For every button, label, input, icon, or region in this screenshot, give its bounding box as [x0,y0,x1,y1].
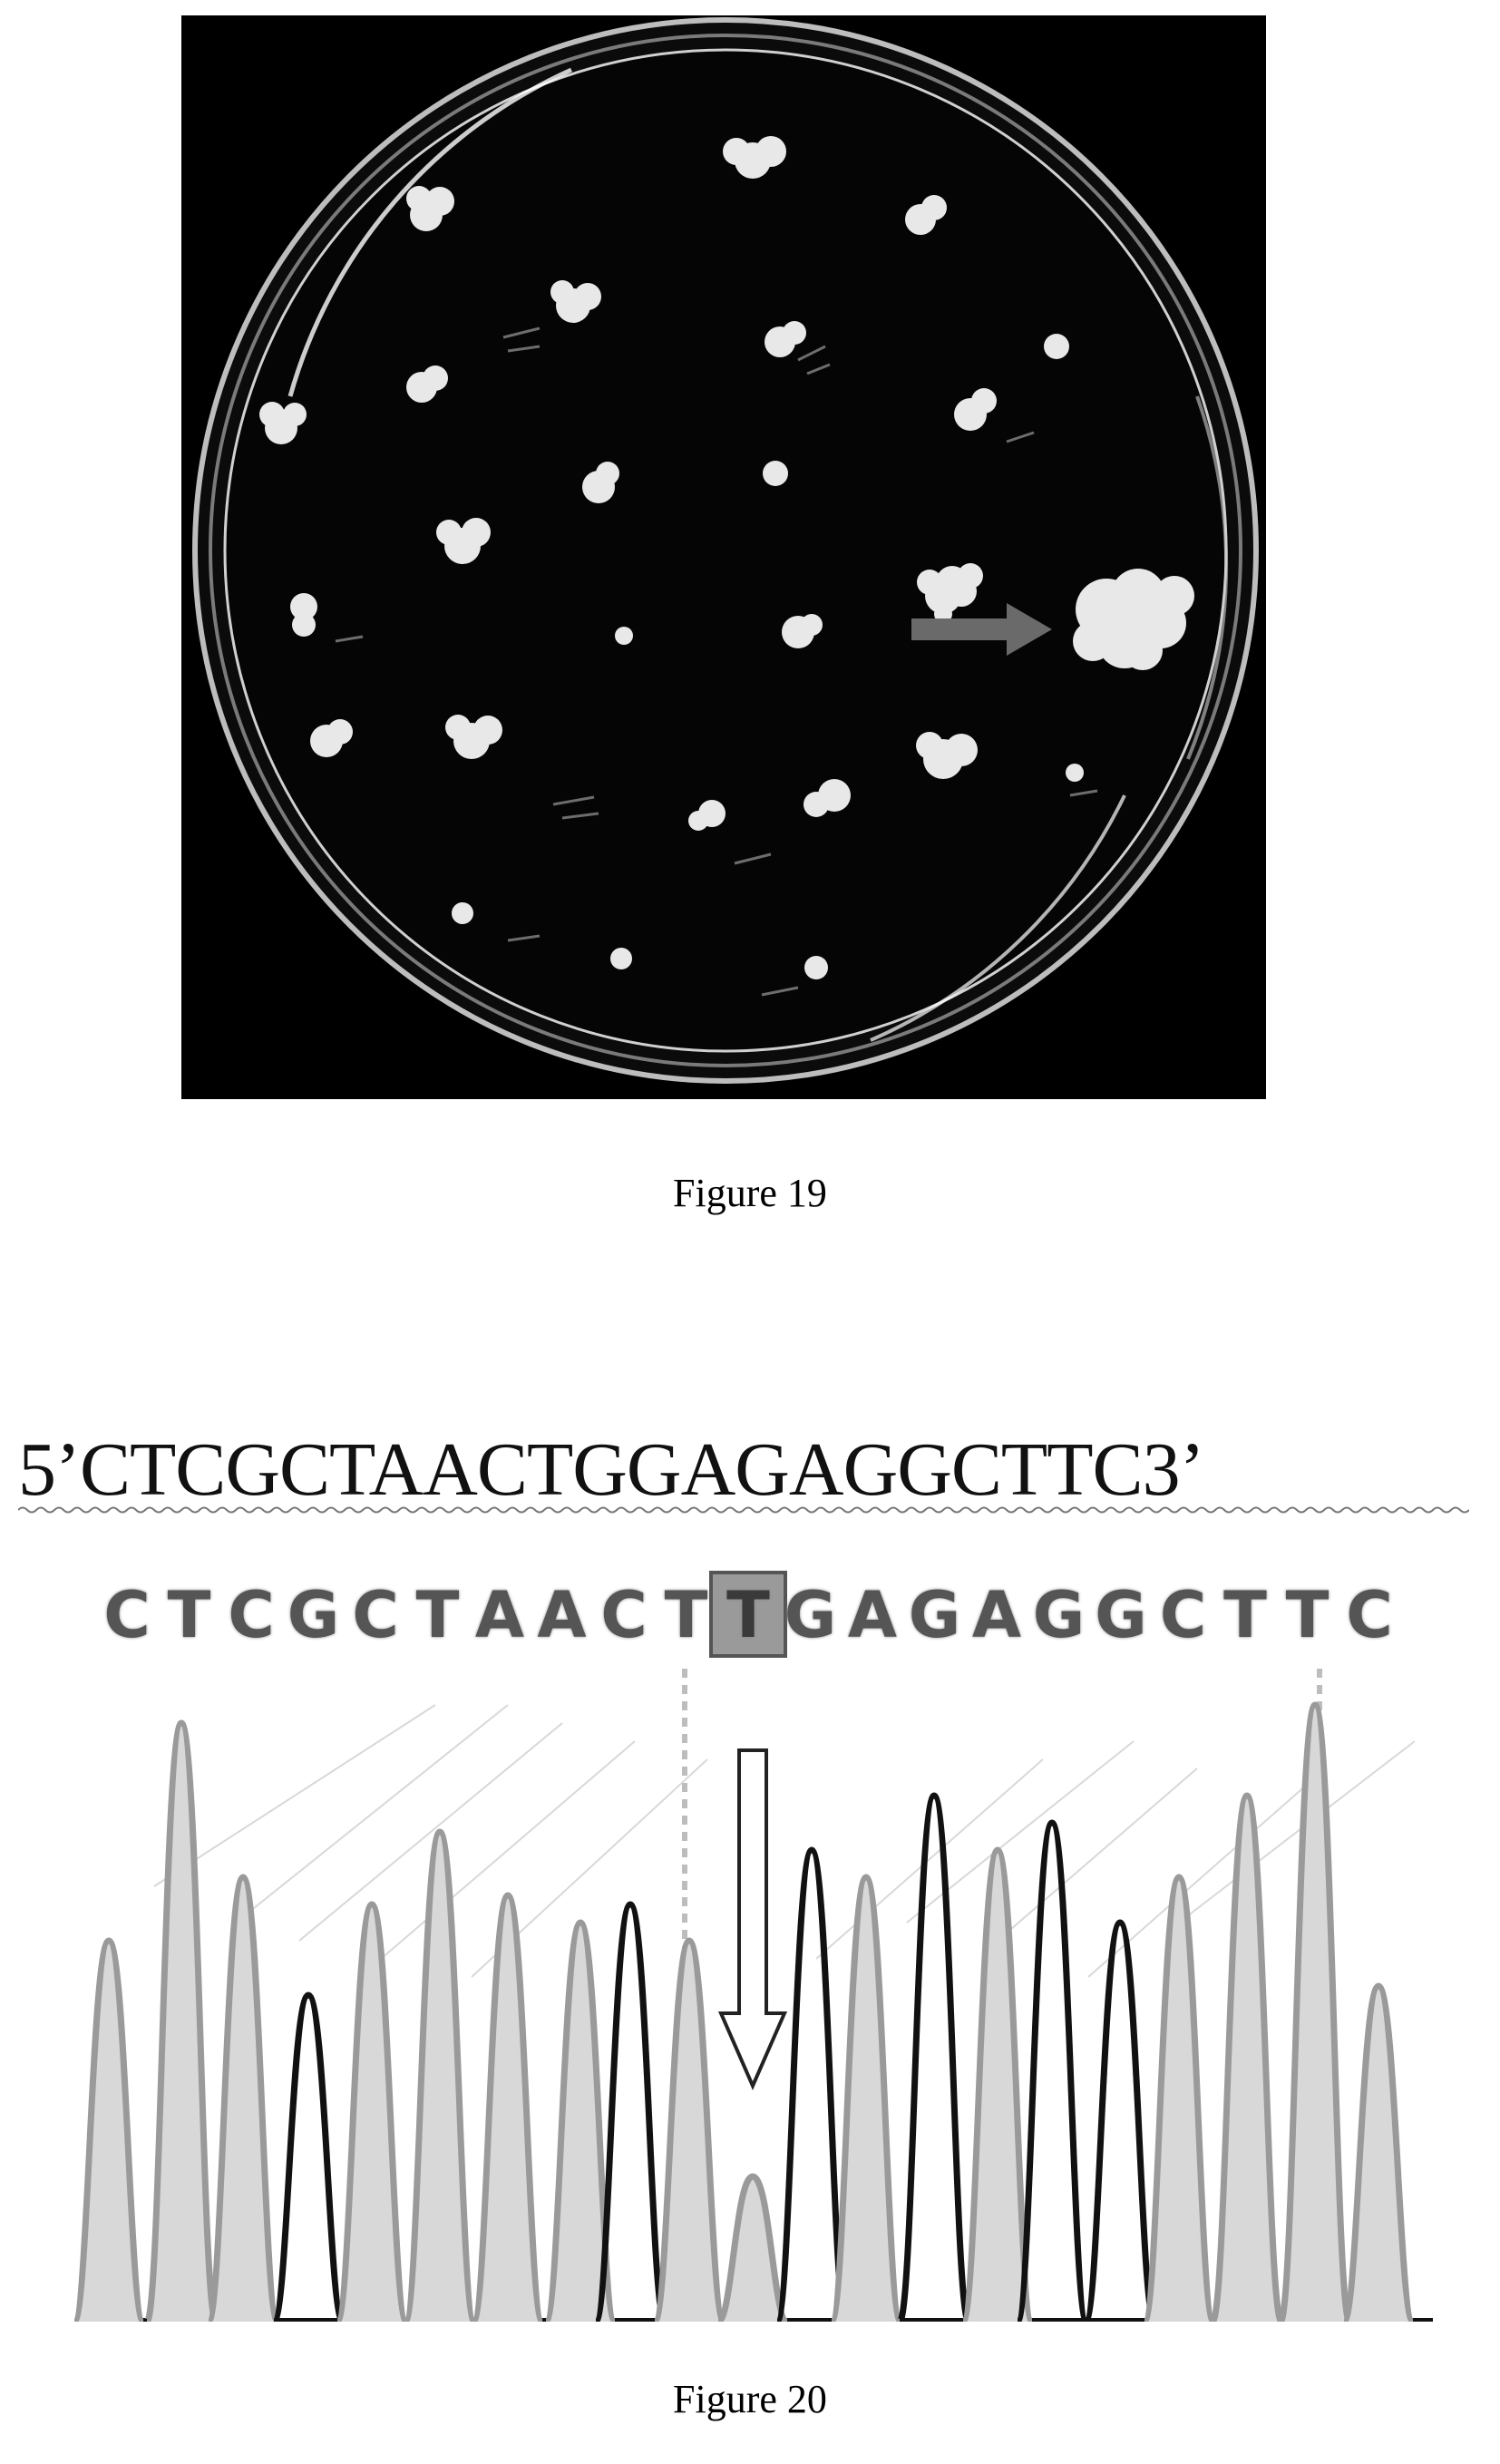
base-call: G [908,1574,962,1656]
base-call: C [224,1574,278,1656]
figure20-panel: 5’CTCGCTAACTGGAGAGGCTTC3’ CTCGCTAACTTGAG… [0,1360,1500,2313]
trace-peak [596,1904,665,2322]
base-call: T [162,1574,217,1656]
reference-sequence: 5’CTCGCTAACTGGAGAGGCTTC3’ [18,1426,1469,1514]
base-call: G [287,1574,341,1656]
base-call: C [100,1574,154,1656]
trace-peak [900,1796,969,2322]
trace-peak [1086,1923,1154,2322]
base-call: C [348,1574,403,1656]
base-call: A [535,1574,589,1656]
base-call: T [1281,1574,1335,1656]
petri-dish-icon [181,15,1266,1099]
base-call: G [1094,1574,1148,1656]
trace-peak [274,1995,343,2322]
mutation-arrow-icon [721,1750,784,2086]
mutated-base-call: T [709,1571,787,1658]
chromatogram-trace [0,1669,1500,2322]
petri-dish-photo [181,15,1266,1099]
base-call: A [472,1574,527,1656]
trace-peak [777,1850,846,2322]
base-call: A [845,1574,900,1656]
wavy-underline-icon [18,1505,1469,1514]
base-call: C [1342,1574,1397,1656]
base-call: G [1032,1574,1086,1656]
base-call: T [411,1574,465,1656]
base-call: G [784,1574,838,1656]
figure20-caption: Figure 20 [0,2376,1500,2422]
trace-peak [1018,1823,1086,2322]
base-call: A [969,1574,1024,1656]
base-call: C [1156,1574,1211,1656]
figure19-caption: Figure 19 [0,1170,1500,1216]
base-call-row: CTCGCTAACTTGAGAGGCTTC [100,1574,1424,1656]
base-call: T [659,1574,714,1656]
base-call: C [597,1574,651,1656]
base-call: T [1218,1574,1272,1656]
